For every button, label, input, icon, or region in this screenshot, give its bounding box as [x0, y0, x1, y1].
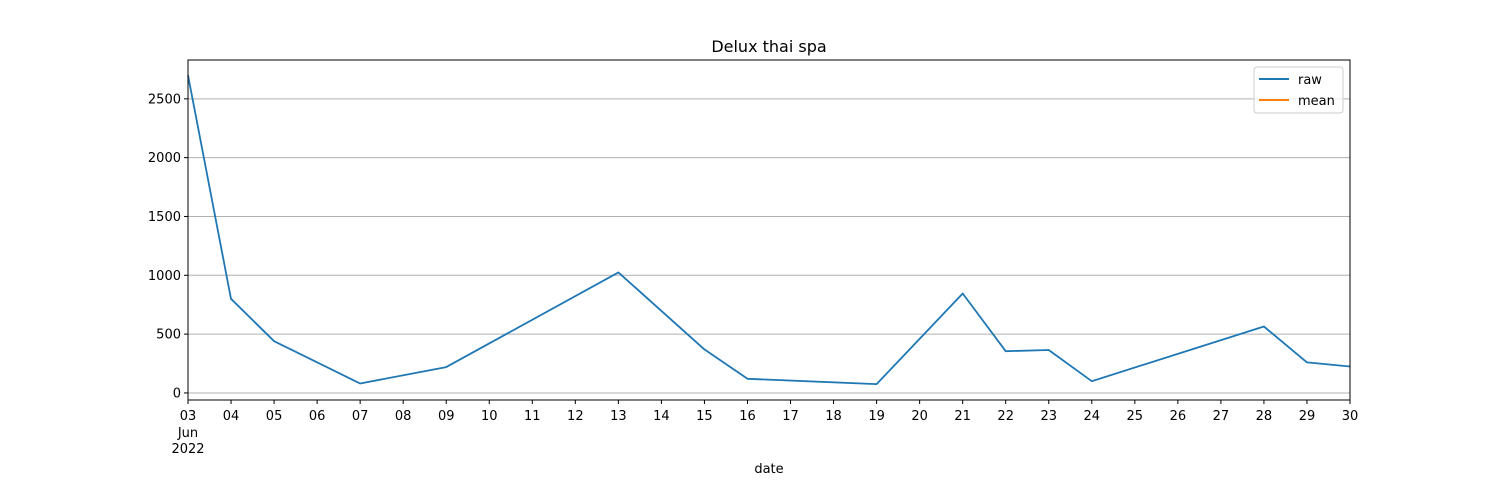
x-tick-label: 06 — [309, 409, 326, 424]
x-tick-label: 26 — [1170, 409, 1187, 424]
legend-label-raw: raw — [1298, 73, 1322, 88]
x-tick-label: 13 — [610, 409, 627, 424]
x-tick-label: 23 — [1040, 409, 1057, 424]
x-axis: 03 04 05 06 07 08 09 10 11 12 13 14 15 16 17 18 19 20 21 22… — [180, 400, 1359, 424]
chart-title: Delux thai spa — [711, 37, 826, 56]
grid-lines — [188, 98, 1350, 394]
y-tick-label: 1000 — [148, 269, 181, 284]
x-tick-label: 19 — [868, 409, 885, 424]
x-secondary-label-month: Jun — [177, 426, 198, 441]
x-tick-label: 15 — [696, 409, 713, 424]
x-tick-label: 21 — [954, 409, 971, 424]
y-tick-label: 2000 — [148, 151, 181, 166]
y-tick-label: 1500 — [148, 210, 181, 225]
x-tick-label: 09 — [438, 409, 455, 424]
x-tick-label: 04 — [223, 409, 240, 424]
plot-area-frame — [187, 59, 1351, 401]
x-tick-label: 07 — [352, 409, 369, 424]
x-tick-label: 11 — [524, 409, 541, 424]
y-tick-label: 0 — [173, 386, 181, 401]
x-tick-label: 10 — [481, 409, 498, 424]
x-tick-label: 08 — [395, 409, 412, 424]
y-tick-label: 500 — [156, 328, 181, 343]
x-tick-label: 16 — [739, 409, 756, 424]
y-tick-label: 2500 — [148, 92, 181, 107]
x-tick-label: 12 — [567, 409, 584, 424]
x-secondary-label-year: 2022 — [171, 442, 204, 457]
x-tick-label: 22 — [997, 409, 1014, 424]
x-tick-label: 27 — [1213, 409, 1230, 424]
x-tick-label: 14 — [653, 409, 670, 424]
x-tick-label: 30 — [1342, 409, 1359, 424]
series-line-raw — [187, 75, 1351, 385]
x-tick-label: 05 — [266, 409, 283, 424]
x-tick-label: 03 — [180, 409, 197, 424]
x-axis-label: date — [754, 462, 783, 477]
x-tick-label: 20 — [911, 409, 928, 424]
x-tick-label: 24 — [1084, 409, 1101, 424]
series-lines — [187, 75, 1351, 385]
legend-label-mean: mean — [1298, 94, 1335, 109]
x-tick-label: 28 — [1256, 409, 1273, 424]
x-tick-label: 17 — [782, 409, 799, 424]
legend: raw mean — [1253, 66, 1344, 114]
y-axis: 0 500 1000 1500 2000 2500 — [148, 92, 188, 401]
x-tick-label: 18 — [825, 409, 842, 424]
x-tick-label: 25 — [1127, 409, 1144, 424]
x-tick-label: 29 — [1299, 409, 1316, 424]
